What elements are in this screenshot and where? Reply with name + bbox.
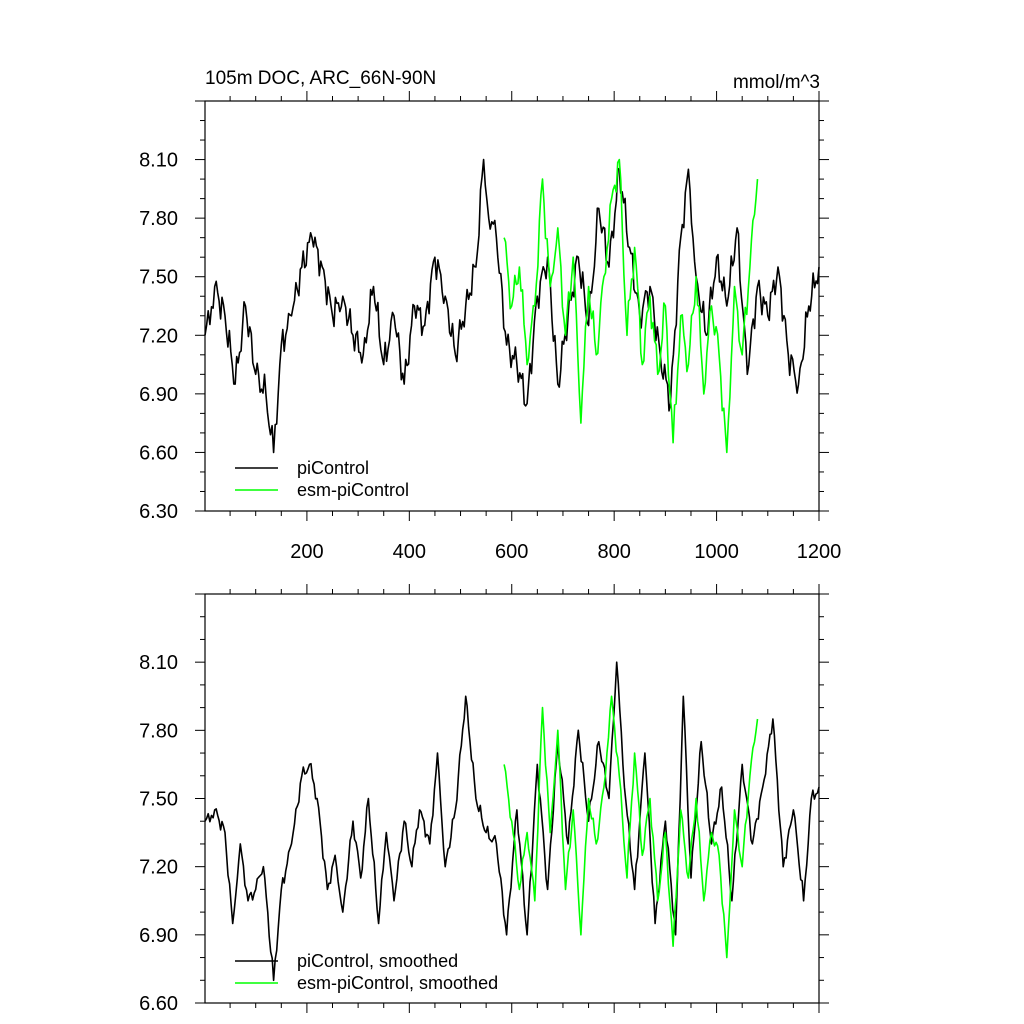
bottom-series-group bbox=[204, 661, 820, 982]
bottom-axis-ticks bbox=[195, 584, 829, 1013]
x-tick-label: 200 bbox=[290, 541, 323, 563]
top-legend: piControl esm-piControl bbox=[235, 458, 409, 500]
chart-title: 105m DOC, ARC_66N-90N bbox=[205, 68, 436, 89]
x-tick-label: 1200 bbox=[797, 541, 842, 563]
y-tick-label: 6.90 bbox=[139, 925, 178, 947]
x-tick-label: 1000 bbox=[694, 541, 739, 563]
series-line-picontrol-smoothed bbox=[204, 661, 820, 982]
series-line-esm-picontrol-smoothed bbox=[503, 695, 759, 959]
legend-label-picontrol-smoothed: piControl, smoothed bbox=[297, 951, 458, 971]
top-axis-ticks bbox=[195, 91, 829, 521]
top-x-tick-labels: 200 400 600 800 1000 1200 bbox=[290, 541, 841, 563]
x-tick-label: 800 bbox=[597, 541, 630, 563]
y-tick-label: 8.10 bbox=[139, 150, 178, 172]
y-tick-label: 7.20 bbox=[139, 325, 178, 347]
legend-label-esm-picontrol: esm-piControl bbox=[297, 480, 409, 500]
y-tick-label: 7.80 bbox=[139, 720, 178, 742]
y-tick-label: 6.60 bbox=[139, 442, 178, 464]
x-tick-label: 600 bbox=[495, 541, 528, 563]
bottom-y-tick-labels: 6.60 6.90 7.20 7.50 7.80 8.10 bbox=[139, 652, 178, 1015]
series-line-esm-picontrol bbox=[503, 158, 759, 454]
y-tick-label: 6.90 bbox=[139, 384, 178, 406]
y-tick-label: 8.10 bbox=[139, 652, 178, 674]
y-tick-label: 7.80 bbox=[139, 208, 178, 230]
top-series-group bbox=[204, 158, 820, 454]
y-tick-label: 7.50 bbox=[139, 267, 178, 289]
y-tick-label: 7.20 bbox=[139, 857, 178, 879]
y-tick-label: 6.30 bbox=[139, 501, 178, 523]
legend-label-picontrol: piControl bbox=[297, 458, 369, 478]
y-tick-label: 6.60 bbox=[139, 993, 178, 1015]
top-y-tick-labels: 6.30 6.60 6.90 7.20 7.50 7.80 8.10 bbox=[139, 150, 178, 523]
bottom-panel-smoothed-series: 6.60 6.90 7.20 7.50 7.80 8.10 piControl, smoo… bbox=[139, 584, 829, 1015]
legend-label-esm-picontrol-smoothed: esm-piControl, smoothed bbox=[297, 973, 498, 993]
top-panel-raw-series: 105m DOC, ARC_66N-90N mmol/m^3 6.306.606… bbox=[139, 68, 841, 563]
y-tick-label: 7.50 bbox=[139, 789, 178, 811]
series-line-picontrol bbox=[204, 158, 820, 454]
x-tick-label: 400 bbox=[393, 541, 426, 563]
units-label: mmol/m^3 bbox=[733, 72, 820, 93]
bottom-legend: piControl, smoothed esm-piControl, smoot… bbox=[235, 951, 498, 993]
